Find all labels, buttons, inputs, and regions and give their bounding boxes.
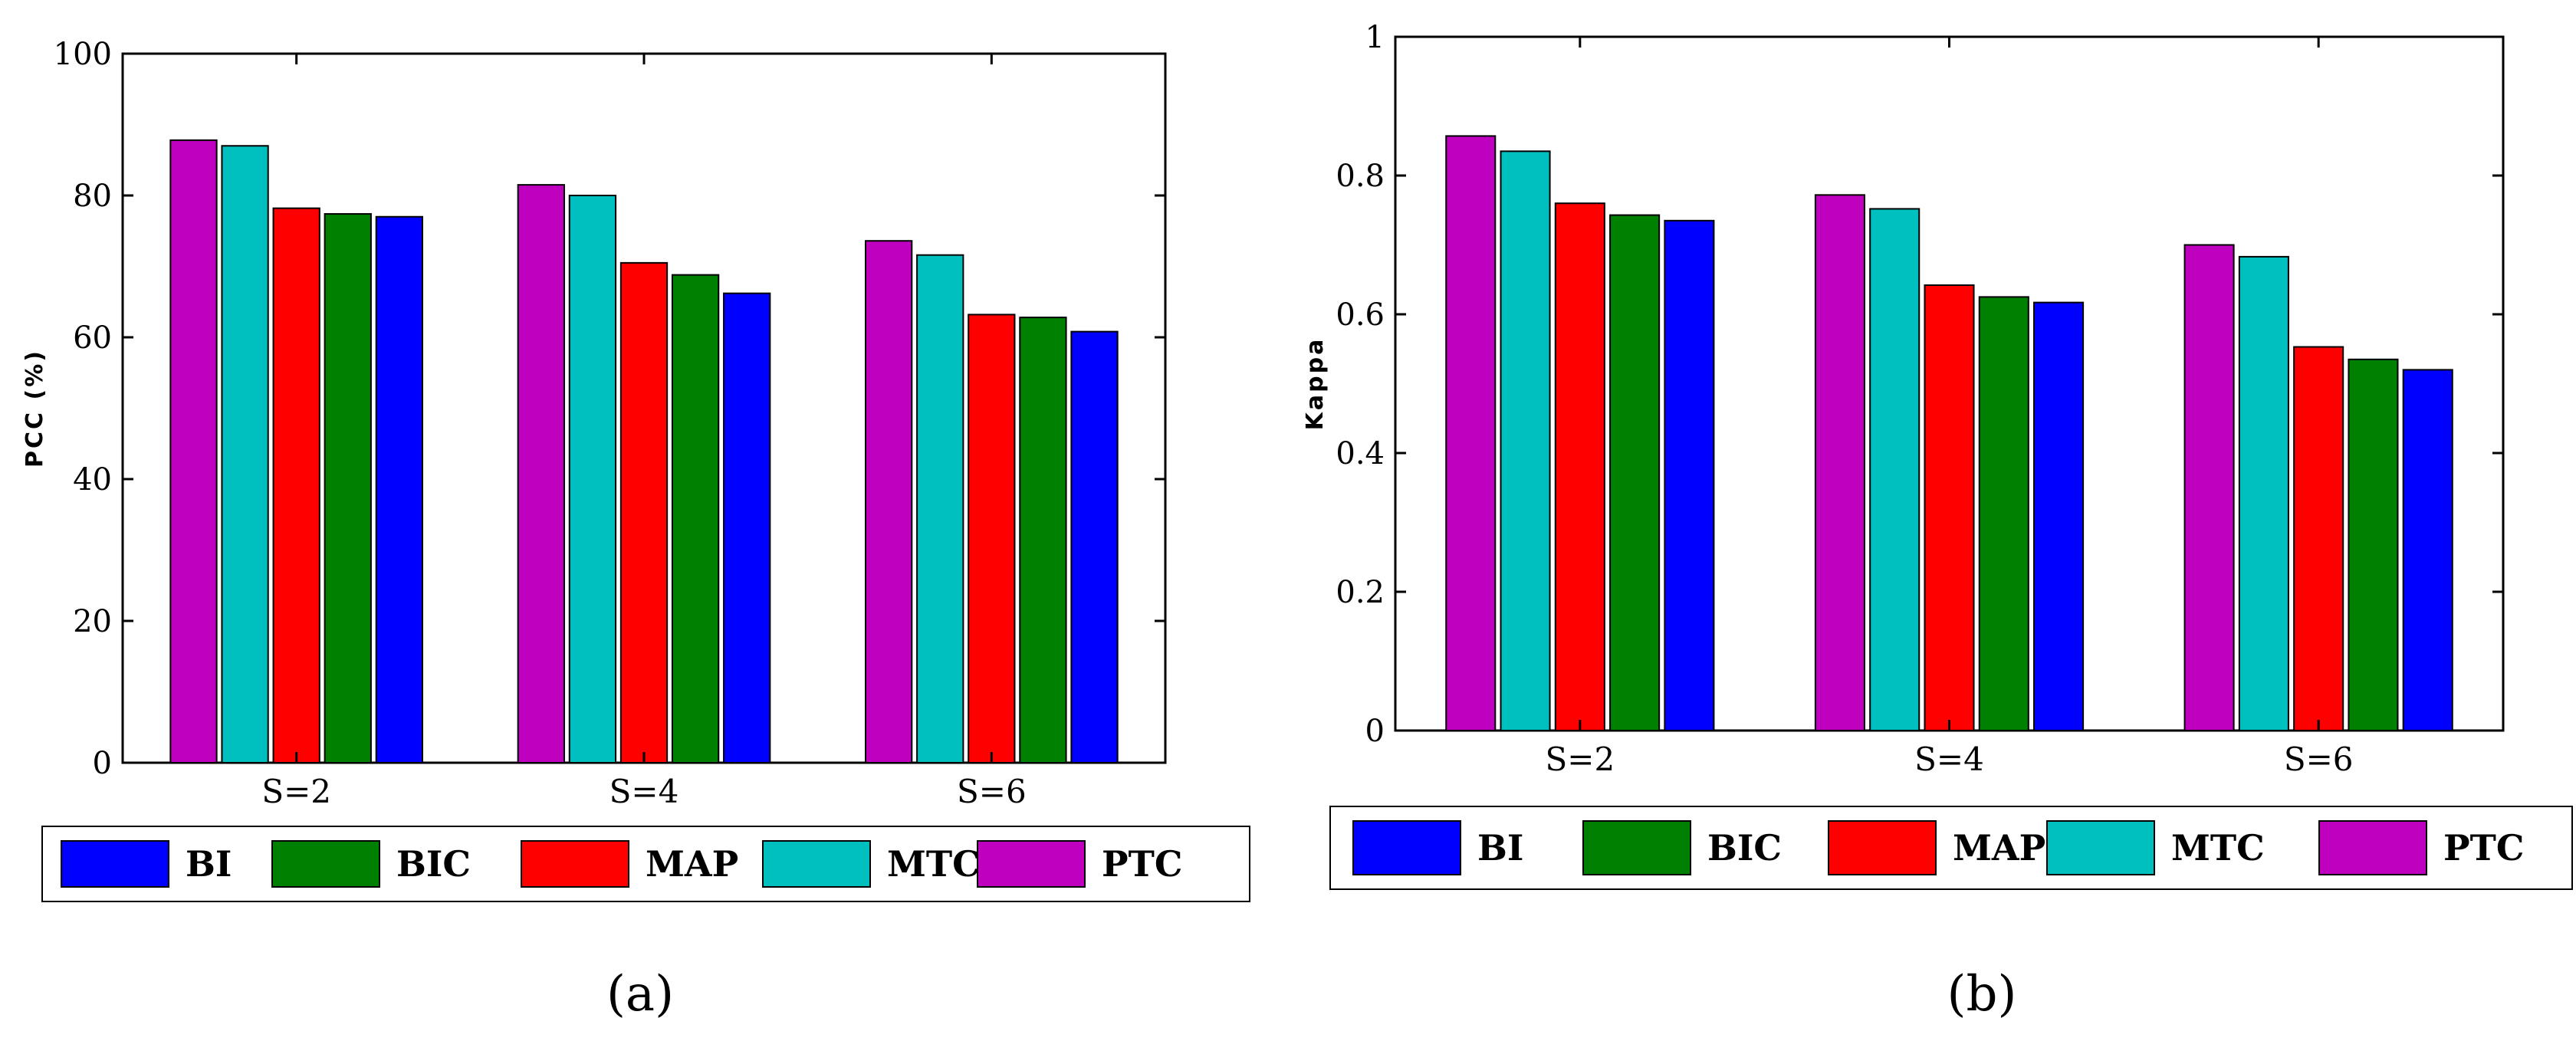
bar-map-S2 xyxy=(1554,202,1605,731)
bar-ptc-S4 xyxy=(1814,194,1865,731)
figure-caption: (b) xyxy=(1947,966,2017,1023)
bar-bic-S6 xyxy=(2348,358,2399,731)
legend-swatch-map xyxy=(521,840,629,888)
legend-label-bi: BI xyxy=(1477,827,1523,869)
chart-b-kappa: 0 0.2 0.4 0.6 0.8 1 S=2 S=4 S=6 Kappa BI BIC MAP MTC P… xyxy=(1302,20,2573,1023)
y-axis-label: PCC (%) xyxy=(21,349,48,468)
legend-label-mtc: MTC xyxy=(887,843,981,885)
legend-swatch-bi xyxy=(61,840,169,888)
bar-ptc-S6 xyxy=(865,240,913,764)
bar-bi-S4 xyxy=(723,292,771,764)
bar-bic-S4 xyxy=(1978,296,2029,731)
legend-label-ptc: PTC xyxy=(1102,843,1182,885)
chart-a-pcc: 0 20 40 60 80 100 S=2 S=4 S=6 PCC (%) BI BIC MAP MTC P… xyxy=(21,37,1250,1023)
legend-swatch-map xyxy=(1828,820,1937,875)
y-tick-label: 0 xyxy=(1365,714,1385,749)
legend-label-mtc: MTC xyxy=(2171,827,2265,869)
x-tick-label: S=6 xyxy=(957,773,1027,810)
bar-map-S4 xyxy=(1924,284,1975,731)
legend-swatch-ptc xyxy=(977,840,1086,888)
x-tick-label: S=2 xyxy=(1545,741,1615,778)
bar-ptc-S2 xyxy=(1445,135,1497,732)
bar-bi-S6 xyxy=(2402,369,2453,731)
legend-swatch-mtc xyxy=(2046,820,2155,875)
bar-bic-S2 xyxy=(1609,214,1661,731)
y-tick-label: 80 xyxy=(73,179,112,214)
x-tick-label: S=4 xyxy=(610,773,679,810)
legend-label-ptc: PTC xyxy=(2443,827,2524,869)
legend-label-bic: BIC xyxy=(1707,827,1782,869)
bar-map-S2 xyxy=(272,207,320,764)
bar-ptc-S2 xyxy=(169,139,218,764)
bar-bi-S2 xyxy=(1664,219,1715,731)
legend-label-map: MAP xyxy=(646,843,738,885)
bar-map-S6 xyxy=(2293,346,2344,731)
y-tick-label: 0.6 xyxy=(1336,297,1385,333)
bar-mtc-S2 xyxy=(1500,150,1551,731)
bar-mtc-S2 xyxy=(221,145,269,764)
legend-label-bic: BIC xyxy=(396,843,471,885)
figure-caption: (a) xyxy=(606,966,674,1023)
y-tick-label: 0 xyxy=(93,746,112,781)
bar-bic-S4 xyxy=(671,274,720,764)
y-tick-label: 40 xyxy=(73,462,112,498)
bar-bi-S4 xyxy=(2033,301,2085,731)
y-tick-label: 0.2 xyxy=(1336,575,1385,610)
bar-mtc-S6 xyxy=(916,254,964,764)
legend-swatch-bic xyxy=(1582,820,1691,875)
legend-label-map: MAP xyxy=(1953,827,2045,869)
y-tick-label: 1 xyxy=(1365,20,1385,55)
y-tick-label: 100 xyxy=(54,37,112,72)
x-tick-label: S=4 xyxy=(1914,741,1984,778)
bar-ptc-S6 xyxy=(2183,244,2235,731)
legend-swatch-bi xyxy=(1352,820,1461,875)
bar-mtc-S6 xyxy=(2238,255,2289,731)
x-tick-label: S=2 xyxy=(261,773,331,810)
legend-label-bi: BI xyxy=(186,843,232,885)
legend-swatch-ptc xyxy=(2318,820,2427,875)
y-tick-label: 60 xyxy=(73,320,112,356)
bar-mtc-S4 xyxy=(568,195,617,764)
bar-map-S4 xyxy=(619,261,669,764)
y-tick-label: 0.8 xyxy=(1336,159,1385,194)
y-tick-label: 20 xyxy=(73,604,112,639)
y-axis-label: Kappa xyxy=(1302,337,1329,431)
bar-ptc-S4 xyxy=(517,184,565,764)
x-tick-label: S=6 xyxy=(2284,741,2354,778)
bar-map-S6 xyxy=(968,314,1016,764)
bar-bi-S2 xyxy=(375,215,423,764)
bar-mtc-S4 xyxy=(1869,208,1921,731)
bar-bic-S2 xyxy=(324,213,372,764)
y-tick-label: 0.4 xyxy=(1336,436,1385,471)
legend-swatch-bic xyxy=(271,840,380,888)
bar-bic-S6 xyxy=(1019,317,1067,764)
bar-bi-S6 xyxy=(1070,330,1119,764)
legend-swatch-mtc xyxy=(762,840,871,888)
